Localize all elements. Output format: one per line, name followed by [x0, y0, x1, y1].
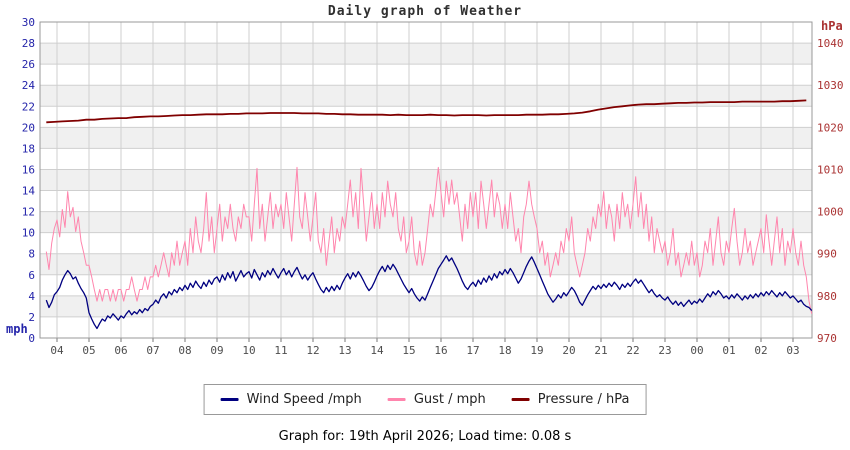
grid-band: [40, 127, 812, 149]
right-tick-label: 1010: [817, 163, 844, 176]
left-tick-label: 14: [22, 185, 36, 198]
x-tick-label: 18: [498, 344, 511, 357]
x-tick-label: 14: [370, 344, 384, 357]
x-tick-label: 11: [274, 344, 287, 357]
grid-band: [40, 211, 812, 233]
legend: Wind Speed /mph Gust / mph Pressure / hP…: [203, 384, 647, 415]
right-tick-label: 990: [817, 248, 837, 261]
chart-title: Daily graph of Weather: [327, 4, 523, 19]
left-tick-label: 8: [28, 248, 35, 261]
pressure-legend-label: Pressure / hPa: [537, 392, 630, 407]
left-tick-label: 22: [22, 100, 35, 113]
wind-speed-legend-label: Wind Speed /mph: [246, 392, 362, 407]
pressure-swatch: [511, 398, 530, 401]
pressure-line: [46, 99, 807, 124]
legend-item-wind-speed: Wind Speed /mph: [220, 392, 362, 407]
legend-item-gust: Gust / mph: [387, 392, 486, 407]
wind-speed-swatch: [220, 398, 239, 401]
right-tick-label: 1040: [817, 37, 844, 50]
x-tick-label: 06: [114, 344, 127, 357]
x-tick-label: 13: [338, 344, 351, 357]
grid-band: [40, 253, 812, 275]
x-tick-label: 00: [690, 344, 703, 357]
x-tick-label: 04: [50, 344, 64, 357]
graph-caption: Graph for: 19th April 2026; Load time: 0…: [278, 429, 572, 444]
x-tick-label: 22: [626, 344, 639, 357]
right-tick-label: 970: [817, 332, 837, 345]
plot-area: 04 05 06 07 08 09 10 11 12 13 14 15 16 17 18 19 20 21 22 23…: [22, 16, 844, 357]
left-tick-label: 26: [22, 58, 35, 71]
plot-border: [39, 21, 813, 339]
left-tick-label: 2: [28, 311, 35, 324]
gust-legend-label: Gust / mph: [413, 392, 486, 407]
left-tick-label: 4: [28, 290, 35, 303]
left-axis-unit-label: mph: [6, 322, 28, 336]
x-tick-label: 07: [146, 344, 159, 357]
left-tick-label: 12: [22, 206, 35, 219]
grid-band: [40, 43, 812, 65]
left-tick-label: 20: [22, 121, 35, 134]
gust-swatch: [387, 398, 406, 401]
right-tick-label: 1030: [817, 79, 844, 92]
legend-item-pressure: Pressure / hPa: [511, 392, 630, 407]
left-tick-label: 0: [28, 332, 35, 345]
grid-band: [40, 169, 812, 191]
right-tick-label: 980: [817, 290, 837, 303]
x-tick-label: 02: [754, 344, 767, 357]
x-tick-label: 08: [178, 344, 191, 357]
left-tick-label: 10: [22, 227, 35, 240]
right-axis-unit-label: hPa: [821, 19, 843, 33]
left-tick-label: 16: [22, 163, 35, 176]
right-tick-label: 1020: [817, 121, 844, 134]
x-tick-label: 03: [786, 344, 799, 357]
x-tick-label: 21: [594, 344, 607, 357]
x-tick-label: 19: [530, 344, 543, 357]
wind-speed-line: [45, 255, 813, 330]
grid-band: [40, 85, 812, 107]
x-tick-label: 23: [658, 344, 671, 357]
left-tick-label: 28: [22, 37, 35, 50]
left-tick-label: 30: [22, 16, 35, 29]
x-tick-label: 20: [562, 344, 575, 357]
grid-band: [40, 295, 812, 317]
x-tick-label: 09: [210, 344, 223, 357]
left-tick-label: 24: [22, 79, 36, 92]
right-tick-label: 1000: [817, 206, 844, 219]
x-tick-label: 10: [242, 344, 255, 357]
x-tick-label: 16: [434, 344, 447, 357]
left-tick-label: 18: [22, 142, 35, 155]
x-tick-label: 15: [402, 344, 415, 357]
x-tick-label: 05: [82, 344, 95, 357]
left-tick-label: 6: [28, 269, 35, 282]
gust-line: [45, 166, 813, 314]
x-tick-label: 12: [306, 344, 319, 357]
x-tick-label: 01: [722, 344, 735, 357]
x-tick-label: 17: [466, 344, 479, 357]
